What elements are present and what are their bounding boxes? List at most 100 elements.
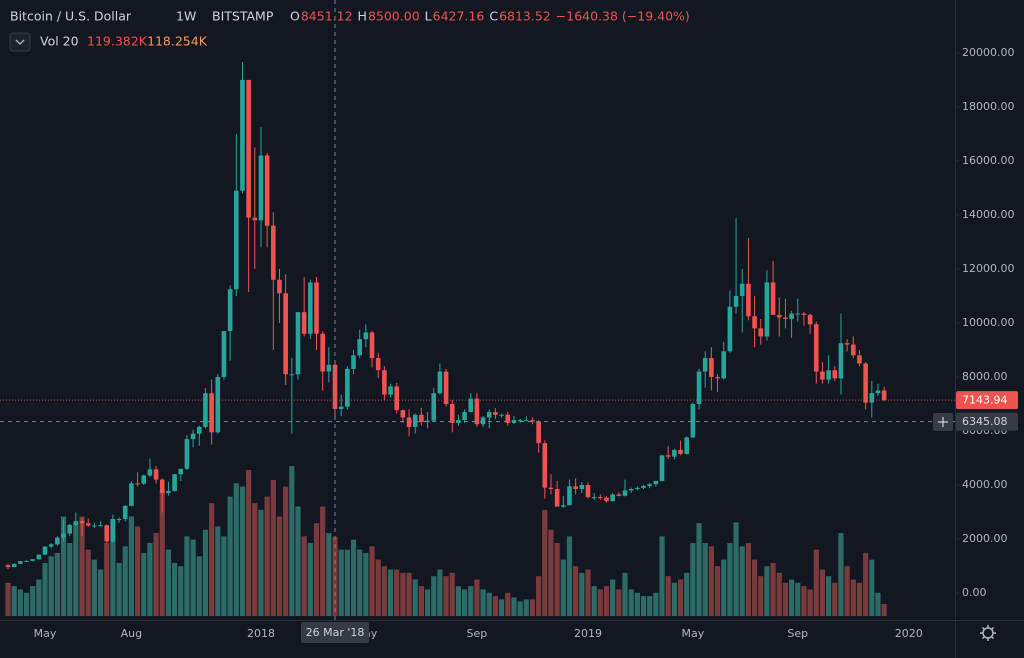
candle-body (702, 358, 708, 372)
volume-bar (42, 562, 48, 616)
volume-bar (788, 579, 795, 616)
candle-body (598, 497, 603, 499)
candle-body (314, 282, 319, 334)
volume-bar (264, 496, 270, 616)
candle-body (659, 455, 665, 481)
candle-body (412, 414, 418, 427)
volume-bar (591, 586, 597, 616)
volume-bar (443, 576, 449, 616)
candle-body (419, 414, 424, 423)
volume-bar (209, 503, 215, 616)
candle-body (431, 393, 437, 421)
candle-body (838, 343, 844, 379)
candle-body (277, 279, 282, 294)
collapse-button[interactable] (9, 32, 31, 52)
candle-body (826, 370, 831, 380)
volume-bar (461, 589, 468, 616)
interval[interactable]: 1W (176, 9, 196, 24)
volume-bar (597, 589, 603, 616)
candle-body (166, 490, 171, 494)
candle-body (283, 293, 288, 375)
candle-body (672, 449, 677, 457)
ohlc-value: 8500.00 (368, 9, 420, 24)
candle-body (135, 483, 140, 485)
ohlc-key: L (425, 9, 432, 24)
candle-body (561, 505, 566, 507)
volume-bar (196, 556, 202, 616)
volume-bar (875, 592, 881, 616)
symbol[interactable]: Bitcoin / U.S. Dollar (10, 9, 132, 24)
volume-bar (548, 529, 554, 616)
candle-body (221, 331, 227, 377)
candle-body (320, 333, 325, 372)
volume-bar (30, 586, 36, 616)
volume-bar (184, 536, 190, 616)
candle-body (406, 417, 412, 427)
volume-bar (400, 572, 406, 616)
volume-bar (159, 489, 165, 616)
volume-bar (505, 592, 511, 616)
x-tick-label: 2020 (895, 627, 923, 640)
candle-body (530, 420, 535, 422)
volume-indicator-name[interactable]: Vol 20 (40, 34, 79, 49)
candle-body (770, 282, 776, 315)
candle-body (30, 559, 35, 561)
candle-body (480, 417, 486, 425)
volume-bar (437, 569, 443, 616)
x-tick-label: May (681, 627, 704, 640)
x-tick-label: May (34, 627, 57, 640)
candle-body (647, 484, 652, 487)
ohlc-key: H (358, 9, 367, 24)
candle-body (85, 523, 91, 526)
volume-bar (258, 509, 264, 616)
volume-bar (54, 552, 60, 616)
candle-body (271, 225, 276, 280)
volume-bar (375, 559, 381, 616)
volume-bar (128, 516, 134, 616)
volume-bar (338, 549, 344, 616)
volume-bar (665, 576, 671, 616)
candle-body (338, 406, 344, 410)
volume-bar (739, 546, 745, 616)
volume-bar (523, 599, 529, 616)
candle-body (36, 554, 42, 560)
volume-bar (869, 559, 875, 616)
y-tick-label: 8000.00 (962, 370, 1008, 383)
volume-bar (357, 549, 363, 616)
legend: Bitcoin / U.S. Dollar 1W BITSTAMP Vol 20… (9, 9, 690, 52)
volume-bar (492, 596, 499, 616)
volume-bar (283, 486, 289, 616)
candle-body (505, 414, 511, 423)
candle-body (758, 328, 764, 337)
volume-bar (5, 582, 11, 616)
candle-body (345, 368, 350, 407)
settings-button[interactable] (980, 625, 996, 641)
candle-body (24, 560, 29, 562)
candle-body (289, 374, 295, 376)
volume-bar (499, 599, 505, 616)
volume-bar (295, 506, 301, 616)
volume-bar (307, 542, 313, 616)
candle-body (147, 469, 153, 476)
volume-bar (850, 579, 856, 616)
x-tick-label: 2019 (574, 627, 602, 640)
volume-bar (468, 586, 474, 616)
volume-bar (116, 562, 122, 616)
volume-bar (387, 569, 394, 616)
volume-bar (480, 589, 486, 616)
candle-body (394, 386, 400, 411)
ohlc-value: 6427.16 (433, 9, 485, 24)
x-tick-label: Sep (467, 627, 488, 640)
volume-bar (270, 479, 276, 616)
volume-bar (721, 559, 727, 616)
volume-bar (554, 542, 560, 616)
candle-body (295, 312, 301, 375)
candle-body (351, 355, 356, 369)
volume-bar (97, 569, 104, 616)
volume-bar (751, 559, 758, 616)
candle-body (462, 412, 467, 421)
candle-body (141, 475, 147, 484)
settings-icon-teeth (980, 625, 996, 641)
candle-body (573, 486, 578, 490)
